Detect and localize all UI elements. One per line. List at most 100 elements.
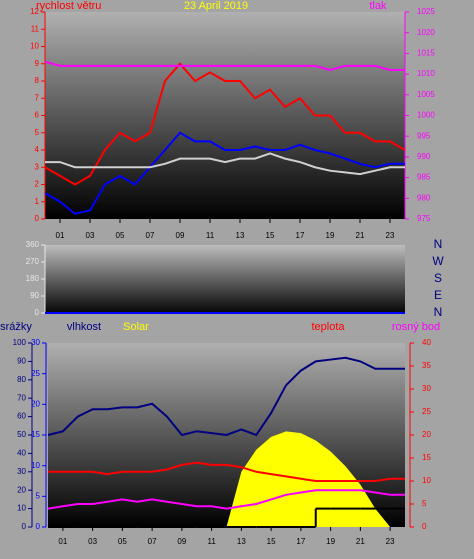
series-line bbox=[48, 461, 405, 482]
tick-label: 20 bbox=[422, 430, 431, 439]
x-tick-label: 03 bbox=[88, 537, 97, 546]
direction-label: E bbox=[434, 288, 442, 302]
x-tick-label: 17 bbox=[296, 231, 305, 240]
y-2label-text: tlak bbox=[369, 0, 387, 12]
tick-label: 40 bbox=[17, 449, 26, 458]
tick-label: 995 bbox=[417, 131, 431, 140]
plot-area bbox=[45, 245, 405, 313]
title-text: 23 April 2019 bbox=[184, 0, 248, 12]
tick-label: 30 bbox=[17, 467, 26, 476]
x-tick-label: 15 bbox=[266, 231, 275, 240]
tick-label: 20 bbox=[17, 485, 26, 494]
series-line bbox=[44, 62, 406, 186]
direction-label: W bbox=[432, 254, 444, 268]
x-tick-label: 15 bbox=[267, 537, 276, 546]
tick-label: 80 bbox=[17, 375, 26, 384]
legend-label: vlhkost bbox=[67, 321, 101, 333]
x-tick-label: 11 bbox=[207, 537, 216, 546]
x-tick-label: 07 bbox=[146, 231, 155, 240]
series-line bbox=[47, 489, 405, 510]
x-tick-label: 05 bbox=[118, 537, 127, 546]
tick-label: 0 bbox=[35, 214, 40, 223]
tick-label: 1010 bbox=[417, 69, 435, 78]
tick-label: 5 bbox=[35, 128, 40, 137]
tick-label: 11 bbox=[31, 24, 40, 33]
tick-label: 270 bbox=[26, 257, 40, 266]
tick-label: 8 bbox=[35, 76, 40, 85]
tick-label: 975 bbox=[417, 214, 431, 223]
tick-label: 25 bbox=[422, 407, 431, 416]
tick-label: 60 bbox=[17, 412, 26, 421]
tick-label: 15 bbox=[422, 453, 431, 462]
tick-label: 985 bbox=[417, 173, 431, 182]
legend-label: teplota bbox=[311, 321, 345, 333]
plot-area bbox=[45, 12, 405, 219]
tick-label: 180 bbox=[26, 274, 40, 283]
direction-label: N bbox=[434, 237, 443, 251]
tick-label: 35 bbox=[422, 361, 431, 370]
tick-label: 5 bbox=[36, 491, 41, 500]
x-tick-label: 01 bbox=[58, 537, 67, 546]
x-tick-label: 01 bbox=[56, 231, 65, 240]
legend-label: Solar bbox=[123, 321, 149, 333]
tick-label: 1005 bbox=[417, 90, 435, 99]
tick-label: 1000 bbox=[417, 111, 435, 120]
tick-label: 2 bbox=[35, 180, 40, 189]
direction-label: N bbox=[434, 305, 443, 319]
tick-label: 980 bbox=[417, 193, 431, 202]
tick-label: 0 bbox=[35, 308, 40, 317]
x-tick-label: 23 bbox=[386, 537, 395, 546]
series-line bbox=[47, 356, 405, 437]
tick-label: 1 bbox=[35, 197, 40, 206]
tick-label: 90 bbox=[17, 357, 26, 366]
x-tick-label: 19 bbox=[326, 537, 335, 546]
tick-label: 0 bbox=[36, 522, 41, 531]
x-tick-label: 03 bbox=[86, 231, 95, 240]
tick-label: 360 bbox=[26, 240, 40, 249]
ylabel-text: srážky bbox=[0, 321, 32, 333]
tick-label: 10 bbox=[422, 476, 431, 485]
tick-label: 0 bbox=[22, 522, 27, 531]
tick-label: 25 bbox=[31, 369, 40, 378]
tick-label: 1025 bbox=[417, 7, 435, 16]
legend-label: rosný bod bbox=[392, 321, 440, 333]
tick-label: 990 bbox=[417, 152, 431, 161]
x-tick-label: 21 bbox=[356, 231, 365, 240]
direction-label: S bbox=[434, 271, 442, 285]
tick-label: 10 bbox=[17, 504, 26, 513]
ylabel-text: rychlost větru bbox=[36, 0, 101, 12]
tick-label: 9 bbox=[35, 59, 40, 68]
series-line bbox=[45, 152, 405, 176]
x-tick-label: 13 bbox=[236, 231, 245, 240]
tick-label: 3 bbox=[35, 162, 40, 171]
tick-label: 30 bbox=[31, 338, 40, 347]
tick-label: 1015 bbox=[417, 49, 435, 58]
tick-label: 20 bbox=[31, 399, 40, 408]
tick-label: 40 bbox=[422, 338, 431, 347]
tick-label: 6 bbox=[35, 111, 40, 120]
solar-area bbox=[48, 431, 405, 527]
x-tick-label: 05 bbox=[116, 231, 125, 240]
series-line bbox=[44, 131, 405, 215]
tick-label: 70 bbox=[17, 393, 26, 402]
tick-label: 12 bbox=[30, 7, 39, 16]
x-tick-label: 07 bbox=[148, 537, 157, 546]
x-tick-label: 17 bbox=[296, 537, 305, 546]
x-tick-label: 21 bbox=[356, 537, 365, 546]
tick-label: 10 bbox=[30, 42, 39, 51]
series-line bbox=[44, 60, 405, 71]
tick-label: 90 bbox=[30, 291, 39, 300]
tick-label: 15 bbox=[31, 430, 40, 439]
tick-label: 30 bbox=[422, 384, 431, 393]
x-tick-label: 09 bbox=[177, 537, 186, 546]
x-tick-label: 13 bbox=[237, 537, 246, 546]
x-tick-label: 23 bbox=[386, 231, 395, 240]
x-tick-label: 19 bbox=[326, 231, 335, 240]
tick-label: 1020 bbox=[417, 28, 435, 37]
tick-label: 4 bbox=[35, 145, 40, 154]
tick-label: 50 bbox=[17, 430, 26, 439]
tick-label: 5 bbox=[422, 499, 427, 508]
tick-label: 100 bbox=[13, 338, 27, 347]
x-tick-label: 09 bbox=[176, 231, 185, 240]
